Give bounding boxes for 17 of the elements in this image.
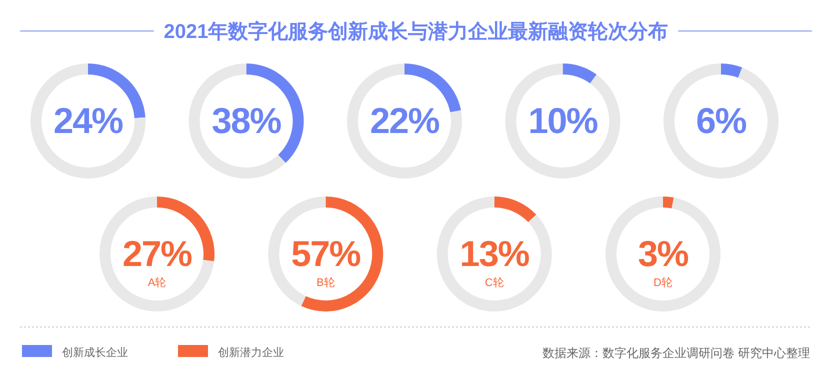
data-label: 57% xyxy=(291,233,362,274)
data-label: 27% xyxy=(122,233,193,274)
slice-label: C轮 xyxy=(484,277,504,289)
legend-label: 创新潜力企业 xyxy=(218,346,284,359)
data-label: 24% xyxy=(53,100,124,141)
slice-label: D轮 xyxy=(654,277,672,289)
slice-label: A轮 xyxy=(148,277,166,289)
data-label: 10% xyxy=(528,100,598,141)
data-label: 3% xyxy=(638,233,690,274)
text: 2021年数字化服务创新成长与潜力企业最新融资轮次分布 xyxy=(164,20,668,43)
data-label: 38% xyxy=(212,100,282,141)
data-label: 22% xyxy=(370,100,440,141)
data-label: 13% xyxy=(460,233,530,274)
legend-label: 创新成长企业 xyxy=(62,346,128,359)
source-note: 数据来源：数字化服务企业调研问卷 研究中心整理 xyxy=(542,346,810,360)
slice-label: B轮 xyxy=(316,277,335,289)
data-label: 6% xyxy=(696,100,748,141)
